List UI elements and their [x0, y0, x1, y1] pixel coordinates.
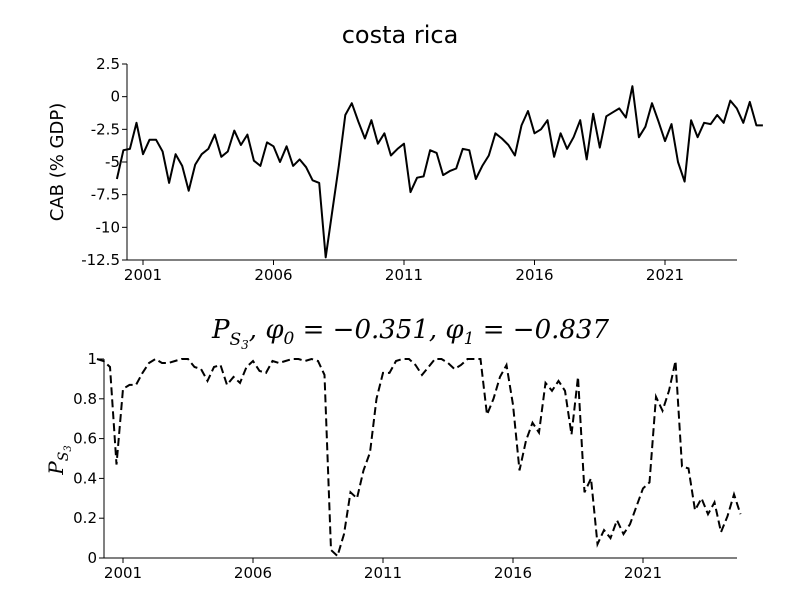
probability-x-tick-label: 2001 — [104, 564, 142, 582]
probability-y-tick-label: 0.2 — [73, 509, 97, 527]
cab-x-tick-label: 2021 — [646, 266, 684, 284]
probability-y-tick-label: 0 — [87, 549, 97, 567]
cab-y-tick-label: -12.5 — [81, 251, 120, 269]
probability-chart: PS3, φ0 = −0.351, φ1 = −0.837 PS3 0 0.2 0.… — [44, 315, 742, 582]
probability-y-tick-label: 0.4 — [73, 469, 97, 487]
cab-y-axis-label: CAB (% GDP) — [47, 103, 68, 222]
cab-x-tick-label: 2001 — [124, 266, 162, 284]
probability-x-tick-label: 2011 — [364, 564, 402, 582]
cab-chart: costa rica CAB (% GDP) 2.5 0 -2.5 -5 -7.5 -10… — [47, 21, 763, 284]
probability-y-axis-label: PS3 — [44, 445, 74, 475]
probability-y-tick-label: 0.8 — [73, 390, 97, 408]
cab-series-line — [115, 85, 763, 259]
cab-y-tick-label: -5 — [105, 153, 120, 171]
probability-x-tick-label: 2021 — [624, 564, 662, 582]
probability-y-axis: 0 0.2 0.4 0.6 0.8 1 — [73, 350, 104, 567]
probability-series-line — [96, 357, 742, 558]
probability-x-axis: 2001 2006 2011 2016 2021 — [104, 558, 662, 582]
cab-y-tick-label: -10 — [96, 218, 121, 236]
cab-y-tick-label: 0 — [110, 88, 120, 106]
probability-y-tick-label: 1 — [87, 350, 97, 368]
cab-x-tick-label: 2016 — [515, 266, 553, 284]
cab-x-tick-label: 2011 — [385, 266, 423, 284]
cab-y-tick-label: -2.5 — [91, 120, 120, 138]
probability-x-tick-label: 2006 — [234, 564, 272, 582]
cab-x-axis: 2001 2006 2011 2016 2021 — [124, 260, 684, 284]
probability-y-tick-label: 0.6 — [73, 430, 97, 448]
cab-y-axis: 2.5 0 -2.5 -5 -7.5 -10 -12.5 — [81, 55, 127, 269]
cab-y-tick-label: -7.5 — [91, 186, 120, 204]
probability-chart-title: PS3, φ0 = −0.351, φ1 = −0.837 — [211, 315, 609, 352]
cab-x-tick-label: 2006 — [254, 266, 292, 284]
probability-x-tick-label: 2016 — [494, 564, 532, 582]
cab-y-tick-label: 2.5 — [96, 55, 120, 73]
cab-chart-title: costa rica — [342, 21, 459, 49]
